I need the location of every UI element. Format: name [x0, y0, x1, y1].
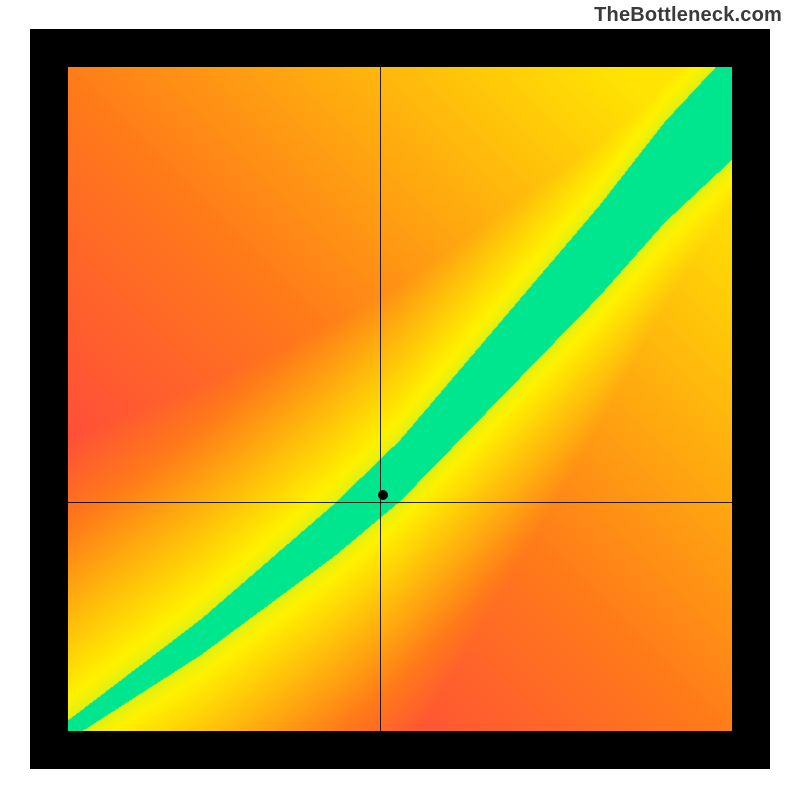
- heatmap-canvas: [68, 67, 732, 731]
- plot-area: [68, 67, 732, 731]
- attribution-text: TheBottleneck.com: [0, 0, 800, 29]
- plot-frame: [30, 29, 770, 769]
- page-container: TheBottleneck.com: [0, 0, 800, 800]
